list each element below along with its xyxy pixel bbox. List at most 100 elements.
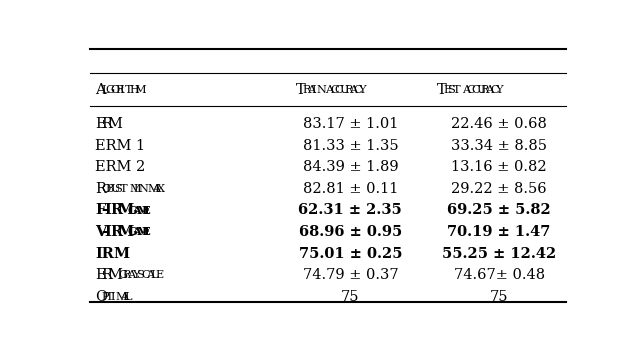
Text: C: C — [330, 85, 339, 95]
Text: N: N — [316, 85, 326, 95]
Text: I: I — [120, 85, 124, 95]
Text: T: T — [452, 85, 460, 95]
Text: 74.67± 0.48: 74.67± 0.48 — [454, 268, 545, 282]
Text: 75.01 ± 0.25: 75.01 ± 0.25 — [299, 247, 402, 261]
Text: A: A — [349, 85, 357, 95]
Text: M: M — [108, 117, 122, 131]
Text: M: M — [117, 225, 133, 239]
Text: M: M — [115, 292, 127, 302]
Text: V: V — [95, 225, 106, 239]
Text: A: A — [146, 270, 154, 280]
Text: R: R — [111, 225, 123, 239]
Text: M: M — [137, 226, 150, 237]
Text: 62.31 ± 2.35: 62.31 ± 2.35 — [298, 203, 402, 218]
Text: 75: 75 — [341, 290, 360, 304]
Text: B: B — [106, 184, 114, 194]
Text: O: O — [111, 85, 120, 95]
Text: A: A — [307, 85, 315, 95]
Text: -: - — [101, 203, 107, 218]
Text: I: I — [104, 225, 111, 239]
Text: G: G — [118, 270, 127, 280]
Text: T: T — [296, 83, 305, 97]
Text: F: F — [95, 203, 105, 218]
Text: C: C — [335, 85, 343, 95]
Text: E: E — [156, 270, 164, 280]
Text: O: O — [101, 184, 110, 194]
Text: P: P — [101, 292, 109, 302]
Text: L: L — [101, 85, 109, 95]
Text: 55.25 ± 12.42: 55.25 ± 12.42 — [442, 247, 556, 261]
Text: L: L — [125, 292, 132, 302]
Text: 81.33 ± 1.35: 81.33 ± 1.35 — [303, 139, 398, 153]
Text: C: C — [471, 85, 480, 95]
Text: 69.25 ± 5.82: 69.25 ± 5.82 — [447, 203, 551, 218]
Text: T: T — [437, 83, 447, 97]
Text: R: R — [481, 85, 489, 95]
Text: M: M — [134, 85, 146, 95]
Text: A: A — [127, 270, 136, 280]
Text: A: A — [95, 83, 106, 97]
Text: 33.34 ± 8.85: 33.34 ± 8.85 — [451, 139, 547, 153]
Text: C: C — [467, 85, 476, 95]
Text: A: A — [462, 85, 470, 95]
Text: E: E — [444, 85, 451, 95]
Text: E: E — [95, 268, 106, 282]
Text: A: A — [120, 292, 128, 302]
Text: U: U — [339, 85, 349, 95]
Text: 22.46 ± 0.68: 22.46 ± 0.68 — [451, 117, 547, 131]
Text: Y: Y — [132, 270, 140, 280]
Text: I: I — [111, 292, 115, 302]
Text: R: R — [123, 270, 131, 280]
Text: S: S — [115, 184, 123, 194]
Text: I: I — [104, 203, 111, 218]
Text: M: M — [129, 184, 141, 194]
Text: T: T — [120, 184, 127, 194]
Text: Y: Y — [358, 85, 366, 95]
Text: R: R — [115, 85, 124, 95]
Text: ERM 1: ERM 1 — [95, 139, 145, 153]
Text: R: R — [101, 268, 112, 282]
Text: A: A — [325, 85, 333, 95]
Text: I: I — [312, 85, 316, 95]
Text: T: T — [125, 85, 132, 95]
Text: -: - — [101, 225, 107, 239]
Text: Y: Y — [495, 85, 502, 95]
Text: A: A — [486, 85, 493, 95]
Text: G: G — [106, 85, 115, 95]
Text: N: N — [138, 184, 148, 194]
Text: E: E — [95, 117, 106, 131]
Text: E: E — [141, 226, 150, 237]
Text: A: A — [132, 205, 141, 216]
Text: X: X — [157, 184, 165, 194]
Text: 68.96 ± 0.95: 68.96 ± 0.95 — [299, 225, 402, 239]
Text: U: U — [476, 85, 486, 95]
Text: R: R — [95, 182, 106, 196]
Text: C: C — [141, 270, 150, 280]
Text: H: H — [129, 85, 140, 95]
Text: R: R — [111, 203, 123, 218]
Text: A: A — [152, 184, 161, 194]
Text: E: E — [141, 205, 150, 216]
Text: 29.22 ± 8.56: 29.22 ± 8.56 — [451, 182, 547, 196]
Text: S: S — [137, 270, 145, 280]
Text: T: T — [106, 292, 113, 302]
Text: M: M — [108, 268, 122, 282]
Text: IRM: IRM — [95, 247, 130, 261]
Text: A: A — [132, 226, 141, 237]
Text: U: U — [111, 184, 120, 194]
Text: 83.17 ± 1.01: 83.17 ± 1.01 — [303, 117, 398, 131]
Text: L: L — [151, 270, 159, 280]
Text: C: C — [353, 85, 362, 95]
Text: I: I — [134, 184, 138, 194]
Text: R: R — [101, 117, 112, 131]
Text: S: S — [448, 85, 456, 95]
Text: G: G — [127, 205, 138, 216]
Text: 84.39 ± 1.89: 84.39 ± 1.89 — [303, 160, 398, 174]
Text: R: R — [302, 85, 310, 95]
Text: 70.19 ± 1.47: 70.19 ± 1.47 — [447, 225, 551, 239]
Text: M: M — [117, 203, 133, 218]
Text: M: M — [148, 184, 159, 194]
Text: G: G — [127, 226, 138, 237]
Text: M: M — [137, 205, 150, 216]
Text: 75: 75 — [490, 290, 508, 304]
